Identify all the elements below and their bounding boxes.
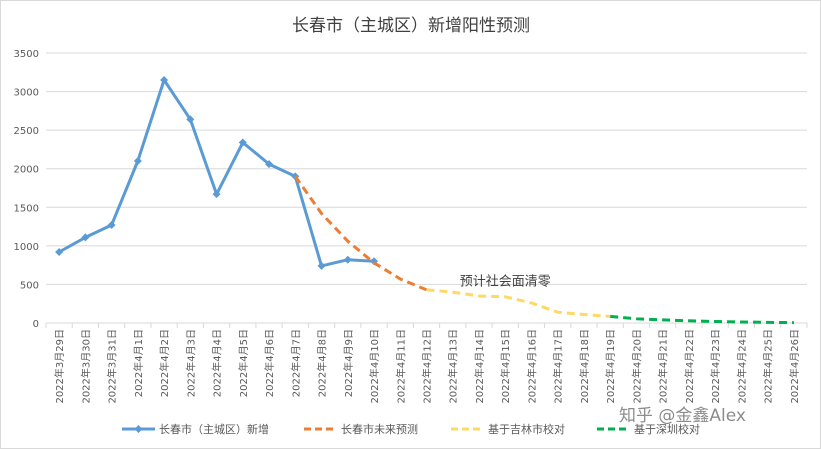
y-tick-label: 3000: [14, 88, 39, 99]
data-point: [265, 160, 274, 169]
x-tick-label: 2022年4月6日: [263, 329, 276, 397]
x-tick-label: 2022年4月5日: [237, 329, 250, 397]
data-point: [81, 233, 90, 242]
x-tick-label: 2022年4月2日: [158, 329, 171, 397]
data-point: [186, 115, 195, 124]
x-tick-label: 2022年3月31日: [106, 329, 119, 404]
x-tick-label: 2022年4月26日: [788, 329, 801, 404]
series-line-3: [610, 314, 794, 325]
y-tick-label: 3500: [14, 49, 39, 60]
x-tick-label: 2022年4月24日: [735, 329, 748, 404]
data-point: [317, 261, 326, 270]
x-tick-label: 2022年4月13日: [447, 329, 460, 404]
legend: 长春市（主城区）新增 长春市未来预测 基于吉林市校对 基于深圳校对: [122, 422, 700, 436]
x-tick-label: 2022年4月1日: [132, 329, 145, 397]
x-tick-label: 2022年4月8日: [316, 329, 329, 397]
x-tick-label: 2022年4月3日: [184, 329, 197, 397]
y-tick-label: 2000: [14, 165, 39, 176]
x-tick-label: 2022年4月7日: [289, 329, 302, 397]
x-axis: 2022年3月29日 2022年3月30日 2022年3月31日 2022年4月1日 2…: [45, 323, 808, 404]
x-tick-label: 2022年4月17日: [552, 329, 565, 404]
x-tick-label: 2022年4月14日: [473, 329, 486, 404]
x-tick-label: 2022年4月16日: [525, 329, 538, 404]
x-tick-label: 2022年4月19日: [604, 329, 617, 404]
series-lines: [55, 76, 794, 325]
x-tick-label: 2022年4月15日: [499, 329, 512, 404]
y-tick-label: 1500: [14, 203, 39, 214]
data-point: [238, 138, 247, 147]
x-tick-label: 2022年4月12日: [421, 329, 434, 404]
x-tick-label: 2022年4月25日: [762, 329, 775, 404]
x-tick-label: 2022年3月29日: [53, 329, 66, 404]
watermark: 知乎 @金鑫Alex: [619, 406, 746, 426]
x-tick-label: 2022年4月23日: [709, 329, 722, 404]
series-line-2: [426, 288, 611, 318]
legend-label-1: 长春市未来预测: [341, 422, 418, 436]
data-point: [107, 221, 116, 230]
data-point: [133, 157, 142, 165]
y-tick-label: 500: [20, 280, 39, 291]
series-line-0: [58, 78, 375, 268]
data-point: [212, 190, 221, 199]
legend-label-3: 基于深圳校对: [634, 422, 700, 436]
data-point: [160, 76, 169, 84]
chart-title: 长春市（主城区）新增阳性预测: [292, 16, 530, 36]
x-tick-label: 2022年3月30日: [79, 329, 92, 404]
x-tick-label: 2022年4月18日: [578, 329, 591, 404]
legend-marker: [134, 425, 143, 433]
y-tick-label: 0: [33, 319, 39, 330]
annotation-label: 预计社会面清零: [460, 273, 551, 289]
x-tick-label: 2022年4月11日: [394, 329, 407, 404]
legend-label-2: 基于吉林市校对: [488, 422, 565, 436]
series-line-1: [294, 175, 428, 292]
annotations: 预计社会面清零: [460, 273, 551, 289]
data-point: [55, 248, 64, 257]
y-tick-label: 1000: [14, 242, 39, 253]
legend-label-0: 长春市（主城区）新增: [159, 422, 269, 436]
x-tick-label: 2022年4月21日: [657, 329, 670, 404]
x-tick-label: 2022年4月10日: [368, 329, 381, 404]
x-tick-label: 2022年4月9日: [342, 329, 355, 397]
data-point: [343, 255, 352, 264]
y-axis: 0 500 1000 1500 2000 2500 3000 3500: [14, 49, 39, 330]
x-tick-label: 2022年4月20日: [630, 329, 643, 404]
x-tick-label: 2022年4月22日: [683, 329, 696, 404]
y-tick-label: 2500: [14, 126, 39, 137]
x-tick-label: 2022年4月4日: [211, 329, 224, 397]
